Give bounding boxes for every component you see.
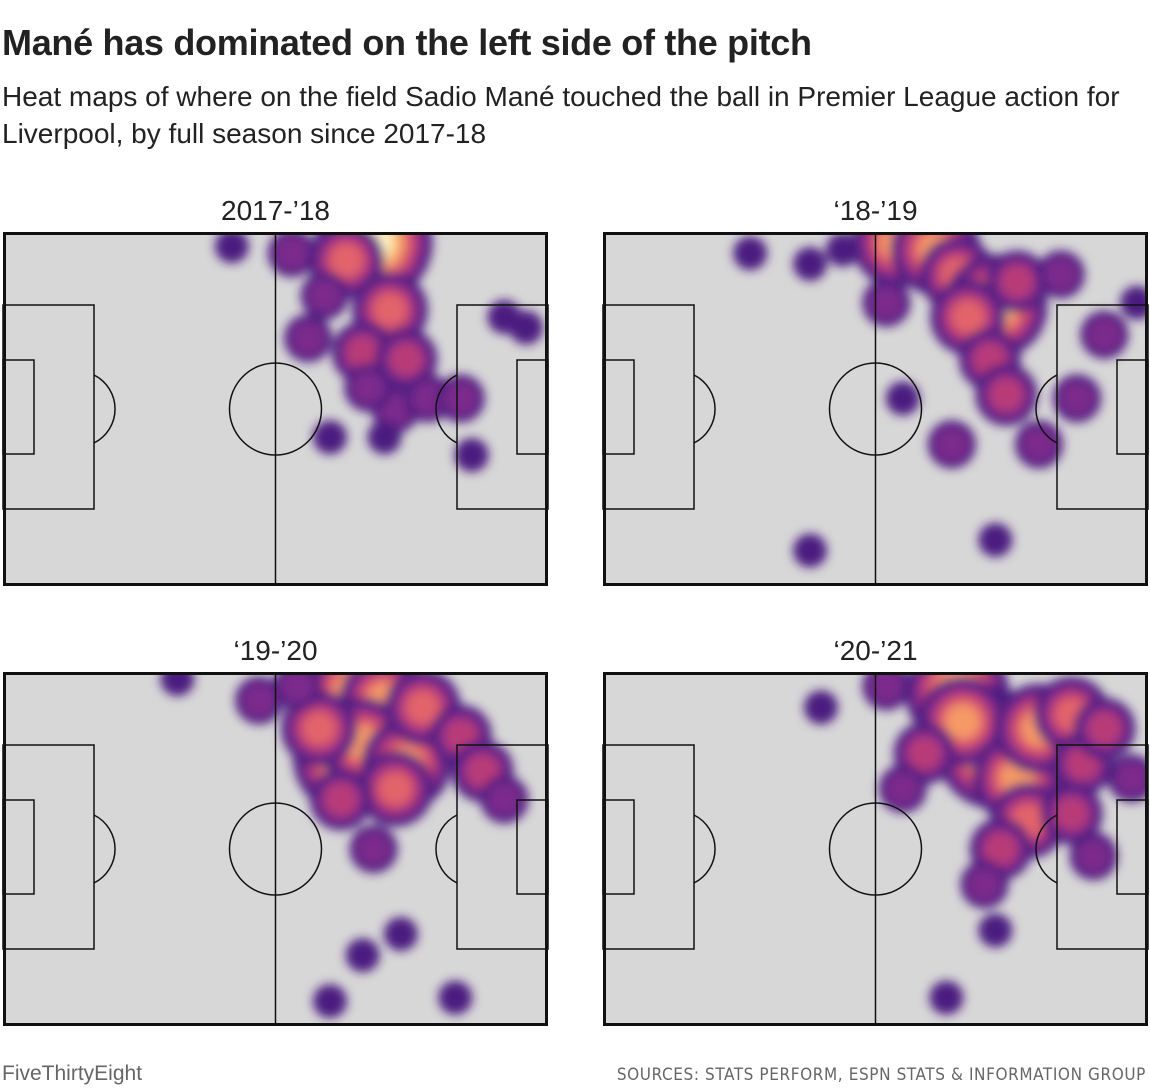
heat-blob: [487, 782, 522, 817]
heat-blob: [804, 690, 838, 725]
heat-blob: [825, 232, 860, 267]
heat-layer: [160, 672, 529, 1019]
heat-blob: [313, 420, 347, 455]
heatmap-pitch-2017-18: [2, 232, 549, 586]
heat-blob: [929, 980, 964, 1015]
heat-blob: [733, 236, 768, 271]
sources-note: SOURCES: STATS PERFORM, ESPN STATS & INF…: [616, 1065, 1146, 1085]
heat-blob: [313, 984, 347, 1019]
heatmap-pitch-2018-19: [602, 232, 1149, 586]
heat-blob: [242, 683, 277, 718]
heat-blob: [983, 832, 1018, 866]
panel-title-2019-20: ‘19-’20: [233, 635, 318, 666]
heat-blob: [405, 690, 440, 725]
chart-subtitle: Heat maps of where on the field Sadio Ma…: [2, 81, 1120, 149]
heat-blob: [1043, 257, 1078, 292]
heat-blob: [160, 672, 195, 697]
heat-blob: [443, 381, 478, 416]
panel-title-2017-18: 2017-’18: [221, 195, 330, 226]
left-penalty-arc: [93, 814, 116, 884]
heat-blob: [1022, 427, 1056, 462]
pitch-border: [3, 232, 548, 586]
heat-blob: [280, 672, 315, 704]
heat-blob: [885, 771, 920, 806]
heat-blob: [1000, 264, 1035, 299]
heat-blob: [383, 917, 418, 951]
center-circle: [828, 802, 923, 896]
heat-blob: [793, 533, 828, 568]
right-penalty-arc: [435, 814, 458, 884]
pitch-markings: [2, 232, 549, 586]
right-penalty-arc: [1035, 814, 1058, 884]
heat-blob: [323, 782, 358, 817]
heat-layer: [733, 232, 1148, 568]
heat-blob: [345, 335, 380, 370]
heat-blob: [907, 736, 942, 771]
heat-blob: [978, 913, 1013, 948]
right-penalty-arc: [1035, 374, 1058, 444]
heat-blob: [351, 370, 386, 405]
heat-blob: [1054, 796, 1089, 831]
heat-blob: [454, 438, 489, 472]
pitch-markings: [602, 232, 1149, 586]
heat-blob: [509, 310, 544, 345]
heat-blob: [307, 278, 342, 313]
heat-blob: [885, 381, 920, 416]
heat-blob: [945, 704, 980, 739]
center-circle: [228, 802, 323, 896]
chart-title: Mané has dominated on the left side of t…: [2, 22, 812, 63]
heat-blob: [1076, 839, 1111, 874]
heat-blob: [869, 285, 904, 320]
center-circle: [228, 362, 323, 456]
left-penalty-arc: [93, 374, 116, 444]
brand-logo-text: FiveThirtyEight: [2, 1062, 143, 1085]
panel-title-2018-19: ‘18-’19: [833, 195, 918, 226]
heat-blob: [291, 321, 326, 356]
left-penalty-arc: [693, 374, 716, 444]
heat-blob: [274, 236, 309, 271]
right-penalty-arc: [435, 374, 458, 444]
heat-blob: [978, 523, 1013, 557]
heat-blob: [869, 672, 904, 704]
heat-blob: [345, 938, 380, 973]
heat-blob: [214, 232, 249, 264]
pitch-markings: [602, 672, 1149, 1026]
heat-blob: [1120, 285, 1148, 320]
heat-blob: [378, 771, 413, 806]
heat-blob: [438, 980, 473, 1015]
heat-blob: [934, 427, 969, 462]
heat-blob: [989, 377, 1024, 412]
heat-blob: [951, 300, 986, 334]
heat-blob: [329, 243, 364, 278]
heat-blob: [1087, 711, 1122, 746]
heat-blob: [1087, 317, 1122, 352]
heat-blob: [793, 246, 828, 281]
pitch-markings: [2, 672, 549, 1026]
heat-blob: [967, 867, 1002, 902]
center-circle: [828, 362, 923, 456]
pitch-border: [3, 672, 548, 1026]
heat-blob: [367, 420, 402, 455]
heat-blob: [1114, 761, 1148, 796]
heat-blob: [389, 342, 424, 377]
heatmap-pitch-2020-21: [602, 672, 1149, 1026]
heat-blob: [302, 711, 337, 746]
panel-title-2020-21: ‘20-’21: [833, 635, 918, 666]
heat-layer: [214, 232, 544, 472]
heat-blob: [1060, 381, 1095, 416]
pitch-border: [603, 232, 1148, 586]
pitch-border: [603, 672, 1148, 1026]
left-penalty-arc: [693, 814, 716, 884]
heat-blob: [372, 292, 407, 327]
heatmap-pitch-2019-20: [2, 672, 549, 1026]
heat-blob: [356, 832, 391, 866]
heat-layer: [804, 672, 1148, 1015]
